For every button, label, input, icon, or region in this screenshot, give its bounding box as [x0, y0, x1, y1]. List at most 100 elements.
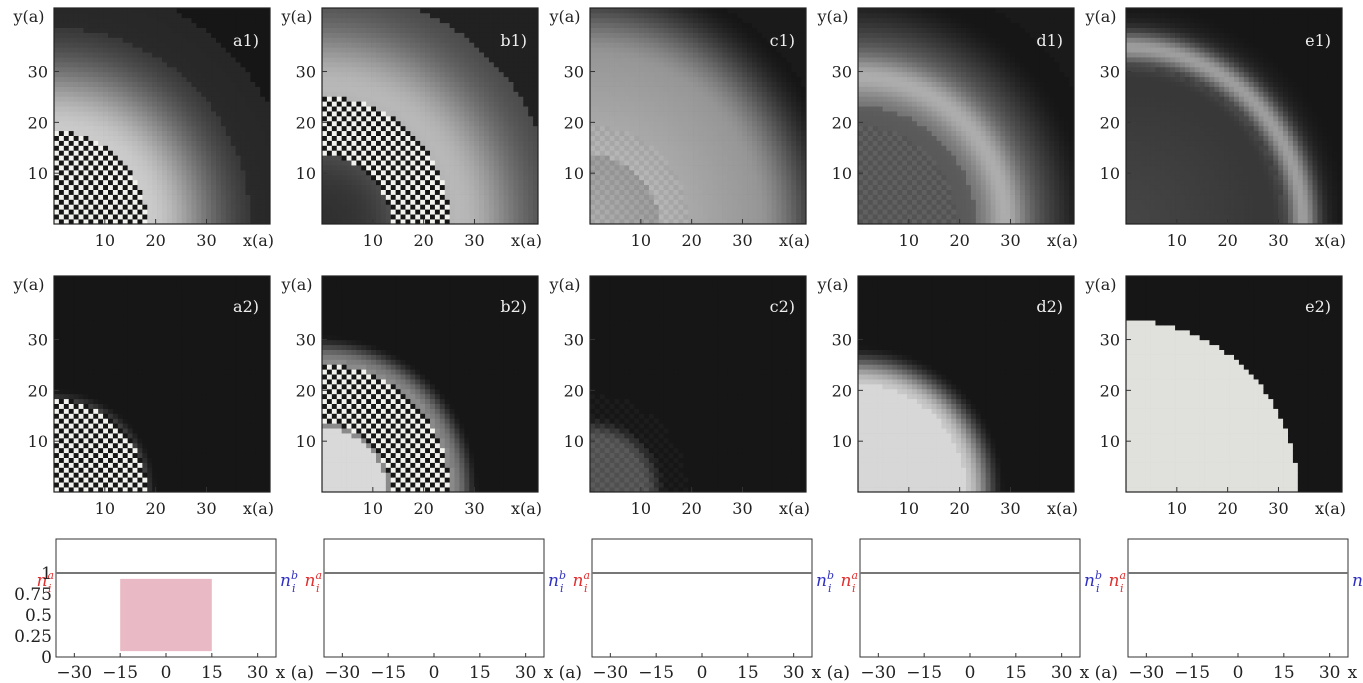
density-cell: [68, 325, 74, 331]
density-cell: [255, 155, 261, 161]
density-cell: [93, 477, 99, 483]
density-cell: [528, 179, 534, 186]
density-cell: [127, 290, 133, 296]
density-cell: [191, 219, 197, 225]
density-cell: [245, 135, 251, 141]
density-cell: [245, 170, 251, 176]
density-cell: [166, 393, 173, 400]
density-cell: [191, 71, 197, 78]
density-cell: [117, 106, 124, 112]
density-cell: [449, 170, 455, 176]
density-cell: [322, 155, 328, 161]
density-cell: [166, 398, 173, 404]
density-cell: [255, 27, 261, 33]
density-cell: [132, 160, 138, 166]
density-cell: [58, 276, 65, 282]
density-cell: [196, 150, 202, 156]
density-cell: [533, 120, 539, 127]
density-cell: [265, 482, 271, 488]
density-cell: [93, 388, 99, 395]
density-cell: [356, 174, 362, 181]
density-cell: [395, 145, 401, 151]
density-cell: [479, 135, 485, 141]
density-cell: [326, 116, 333, 122]
density-cell: [176, 295, 182, 301]
density-cell: [513, 125, 519, 132]
density-cell: [166, 174, 173, 181]
density-cell: [132, 150, 138, 156]
density-cell: [484, 111, 490, 117]
density-cell: [63, 101, 70, 107]
density-cell: [245, 462, 251, 468]
density-cell: [181, 315, 187, 321]
density-cell: [142, 214, 148, 220]
density-cell: [508, 204, 514, 210]
density-cell: [127, 452, 133, 458]
density-cell: [152, 86, 158, 92]
density-cell: [216, 393, 222, 400]
density-cell: [245, 91, 251, 97]
density-cell: [127, 120, 133, 127]
density-cell: [201, 487, 207, 493]
density-cell: [166, 487, 173, 493]
density-cell: [225, 116, 232, 122]
density-cell: [93, 76, 99, 82]
density-cell: [68, 300, 74, 306]
density-cell: [142, 438, 148, 444]
density-cell: [250, 487, 256, 493]
density-cell: [166, 447, 173, 454]
density-cell: [225, 130, 232, 136]
density-cell: [162, 194, 168, 200]
density-cell: [83, 86, 89, 92]
density-cell: [513, 130, 519, 136]
density-cell: [230, 32, 236, 38]
density-cell: [454, 184, 460, 190]
density-cell: [142, 71, 148, 78]
density-cell: [93, 120, 99, 127]
density-cell: [166, 369, 173, 375]
density-cell: [220, 42, 227, 48]
density-cell: [186, 305, 192, 311]
density-cell: [58, 219, 65, 225]
density-cell: [88, 22, 94, 28]
density-cell: [434, 189, 441, 195]
density-cell: [216, 71, 222, 78]
density-cell: [410, 170, 416, 176]
density-cell: [240, 170, 246, 176]
density-cell: [83, 442, 89, 449]
density-cell: [250, 418, 256, 424]
density-cell: [240, 408, 246, 414]
density-cell: [225, 374, 232, 380]
density-cell: [201, 120, 207, 127]
density-cell: [88, 81, 94, 87]
density-cell: [68, 12, 74, 19]
density-cell: [142, 140, 148, 146]
density-cell: [68, 214, 74, 220]
density-cell: [117, 17, 124, 24]
density-cell: [211, 315, 217, 321]
density-cell: [181, 42, 187, 48]
density-cell: [132, 209, 138, 215]
density-cell: [78, 315, 84, 321]
density-cell: [434, 160, 441, 166]
density-cell: [265, 170, 271, 176]
density-cell: [331, 130, 338, 136]
density-cell: [132, 457, 138, 463]
density-cell: [235, 71, 241, 78]
density-cell: [434, 209, 441, 215]
density-cell: [83, 12, 89, 19]
density-cell: [181, 189, 187, 195]
density-cell: [474, 204, 480, 210]
density-cell: [78, 189, 84, 195]
density-cell: [255, 403, 261, 409]
density-cell: [181, 472, 187, 478]
density-cell: [230, 47, 236, 53]
density-cell: [245, 408, 251, 414]
density-cell: [493, 150, 500, 156]
density-cell: [73, 96, 79, 102]
density-cell: [88, 388, 94, 395]
density-cell: [88, 457, 94, 463]
density-cell: [186, 42, 192, 48]
density-cell: [171, 359, 178, 365]
density-cell: [78, 418, 84, 424]
